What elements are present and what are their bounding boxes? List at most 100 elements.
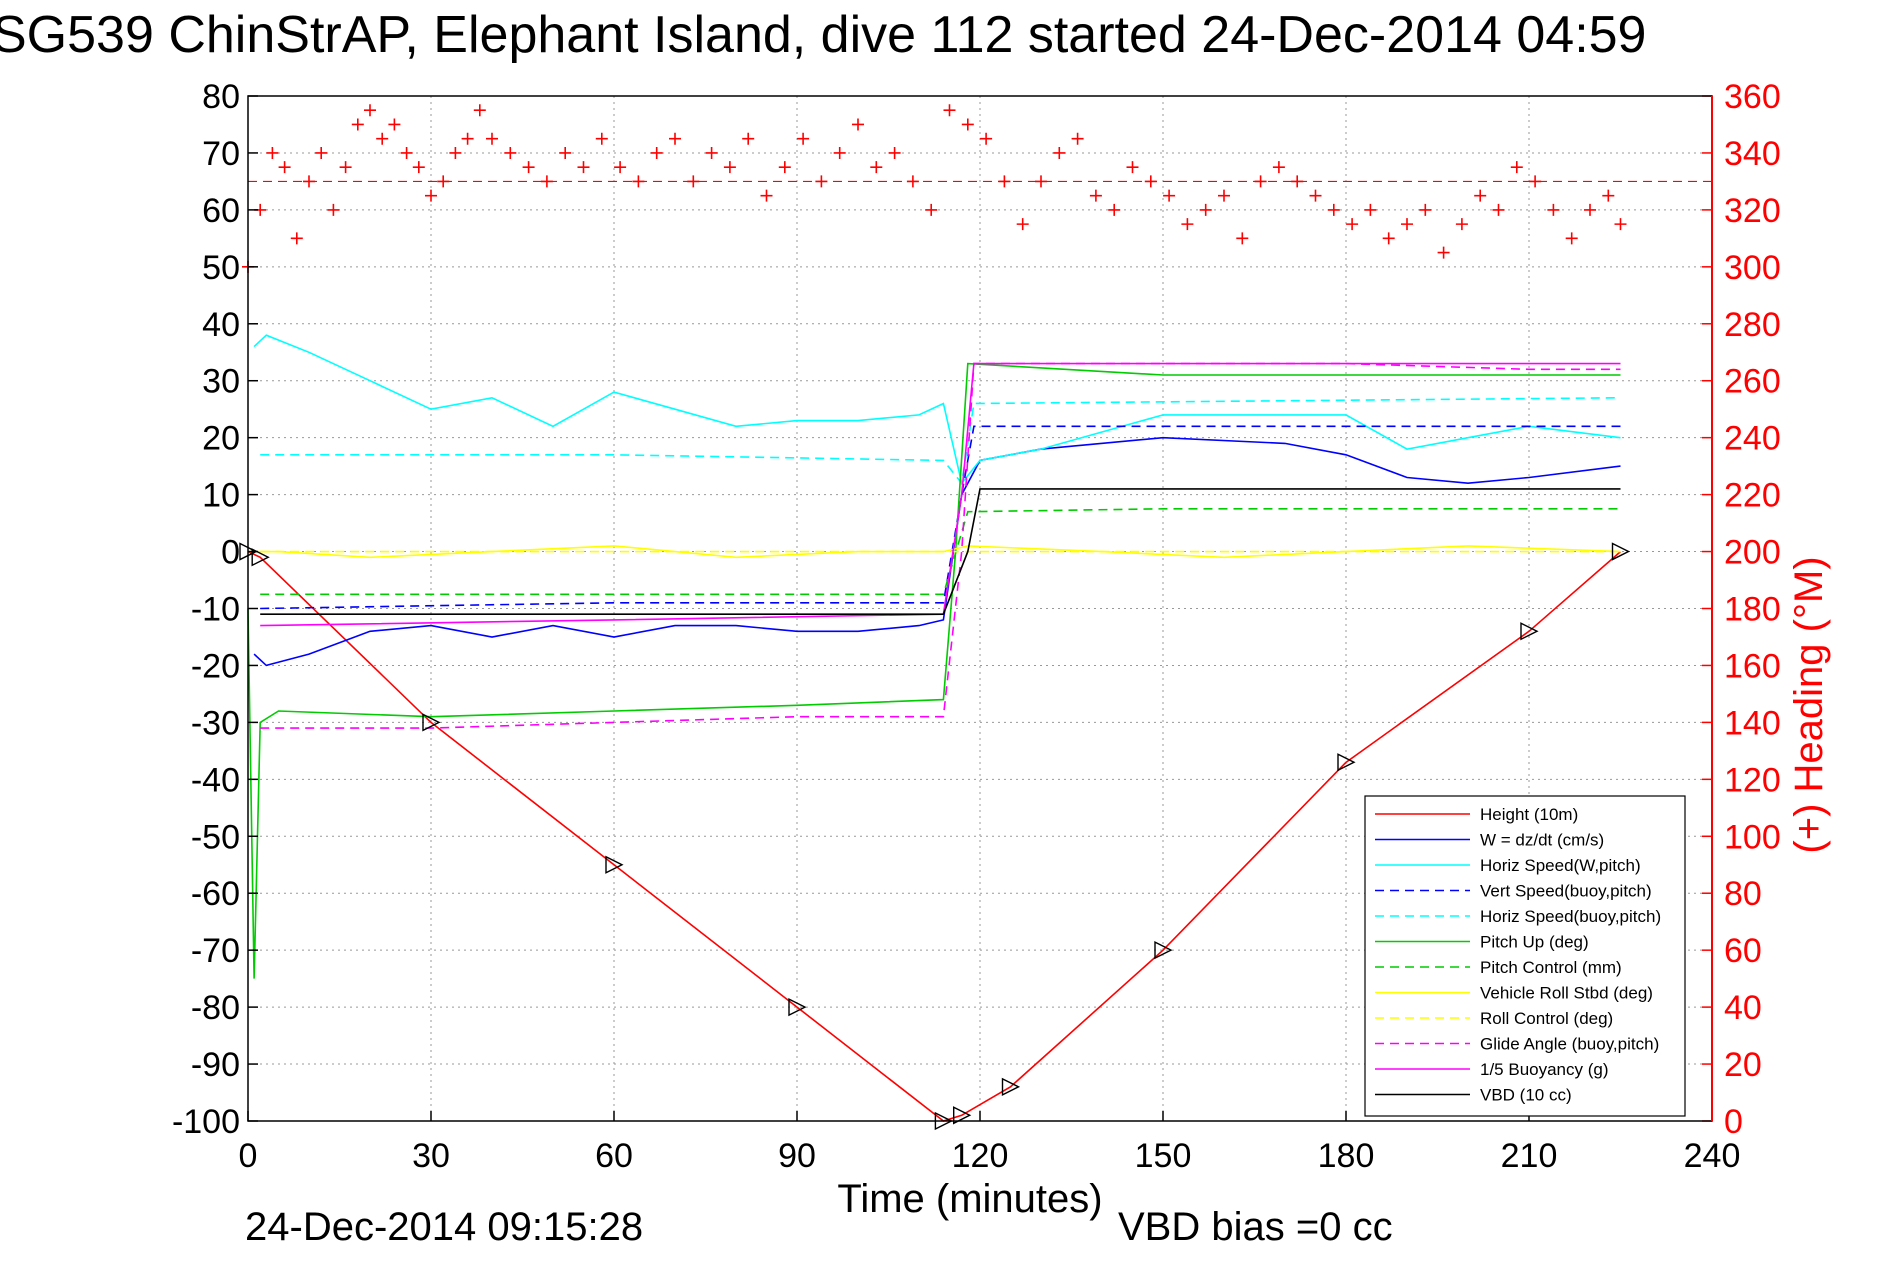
x-tick-label: 60 bbox=[595, 1137, 633, 1175]
heading-marker bbox=[1364, 203, 1377, 216]
y2-tick-label: 100 bbox=[1724, 818, 1781, 856]
heading-marker bbox=[1382, 232, 1395, 245]
x-tick-label: 120 bbox=[952, 1137, 1009, 1175]
heading-marker bbox=[1455, 218, 1468, 231]
y-tick-label: -50 bbox=[191, 818, 240, 856]
y2-tick-label: 60 bbox=[1724, 932, 1762, 970]
heading-marker bbox=[1529, 175, 1542, 188]
heading-marker bbox=[327, 203, 340, 216]
heading-marker bbox=[1565, 232, 1578, 245]
y2-tick-label: 160 bbox=[1724, 647, 1781, 685]
heading-marker bbox=[1547, 203, 1560, 216]
series-line-9 bbox=[260, 362, 1621, 729]
heading-marker bbox=[1614, 218, 1627, 231]
heading-marker bbox=[1584, 203, 1596, 216]
heading-marker bbox=[400, 146, 413, 159]
y2-tick-label: 300 bbox=[1724, 249, 1781, 287]
heading-marker bbox=[1272, 161, 1285, 174]
x-tick-label: 30 bbox=[412, 1137, 450, 1175]
heading-marker bbox=[1327, 203, 1340, 216]
legend-entry: W = dz/dt (cm/s) bbox=[1480, 831, 1604, 850]
footer-vbd-bias: VBD bias =0 cc bbox=[1118, 1205, 1393, 1249]
heading-marker bbox=[473, 104, 486, 117]
legend-entry: Horiz Speed(buoy,pitch) bbox=[1480, 907, 1661, 926]
depth-marker bbox=[1154, 941, 1173, 960]
depth-marker bbox=[422, 713, 441, 732]
y2-tick-label: 220 bbox=[1724, 477, 1781, 515]
heading-marker bbox=[364, 104, 376, 117]
y-tick-label: 40 bbox=[202, 306, 240, 344]
y-tick-label: 80 bbox=[202, 78, 240, 116]
x-tick-label: 0 bbox=[239, 1137, 258, 1175]
y-tick-label: -80 bbox=[191, 989, 240, 1027]
heading-marker bbox=[723, 161, 736, 174]
heading-marker bbox=[943, 104, 956, 117]
heading-marker bbox=[998, 175, 1011, 188]
y2-tick-label: 140 bbox=[1724, 704, 1781, 742]
y-tick-label: -40 bbox=[191, 761, 240, 799]
heading-marker bbox=[1199, 203, 1212, 216]
depth-marker bbox=[1337, 753, 1356, 772]
heading-marker bbox=[888, 146, 901, 159]
depth-marker bbox=[1611, 542, 1631, 561]
y2-tick-label: 200 bbox=[1724, 534, 1781, 572]
heading-marker bbox=[1474, 189, 1487, 202]
y-tick-label: 10 bbox=[202, 477, 240, 515]
heading-marker bbox=[1144, 175, 1157, 188]
series-line-10 bbox=[260, 362, 1621, 627]
heading-marker bbox=[1236, 232, 1249, 245]
y2-tick-label: 340 bbox=[1724, 135, 1781, 173]
heading-marker bbox=[650, 146, 663, 159]
chart-title: SG539 ChinStrAP, Elephant Island, dive 1… bbox=[0, 6, 1646, 64]
heading-marker bbox=[1163, 189, 1176, 202]
y-tick-label: -90 bbox=[191, 1046, 240, 1084]
x-tick-label: 180 bbox=[1318, 1137, 1375, 1175]
legend: Height (10m) W = dz/dt (cm/s) Horiz Speed(… bbox=[1364, 795, 1686, 1117]
y2-tick-label: 280 bbox=[1724, 306, 1781, 344]
heading-marker bbox=[1071, 132, 1084, 145]
y2-tick-label: 120 bbox=[1724, 761, 1781, 799]
axes-frame bbox=[247, 95, 1713, 1122]
heading-marker bbox=[906, 175, 919, 188]
heading-marker bbox=[1108, 203, 1121, 216]
heading-marker bbox=[1035, 175, 1047, 188]
heading-marker bbox=[351, 118, 364, 131]
heading-marker bbox=[266, 146, 279, 159]
heading-marker bbox=[1492, 203, 1505, 216]
heading-marker bbox=[852, 118, 864, 131]
heading-marker bbox=[290, 232, 303, 245]
heading-marker bbox=[559, 146, 572, 159]
x-tick-label: 210 bbox=[1501, 1137, 1558, 1175]
depth-marker bbox=[1001, 1077, 1021, 1096]
series-line-11 bbox=[260, 488, 1621, 616]
y-tick-label: 30 bbox=[202, 363, 240, 401]
heading-marker bbox=[778, 161, 791, 174]
series-line-0 bbox=[247, 550, 1622, 1122]
legend-entry: Roll Control (deg) bbox=[1480, 1009, 1613, 1028]
legend-entry: Height (10m) bbox=[1480, 805, 1578, 824]
heading-marker bbox=[760, 189, 773, 202]
y2-tick-label: 320 bbox=[1724, 192, 1781, 230]
heading-marker bbox=[1602, 189, 1615, 202]
heading-marker bbox=[595, 132, 608, 145]
heading-marker bbox=[705, 146, 718, 159]
heading-marker bbox=[577, 161, 590, 174]
heading-marker bbox=[815, 175, 828, 188]
heading-marker bbox=[1419, 203, 1432, 216]
heading-marker bbox=[669, 132, 681, 145]
heading-marker bbox=[1309, 189, 1322, 202]
y2-tick-label: 80 bbox=[1724, 875, 1762, 913]
series-line-3 bbox=[260, 425, 1621, 610]
y-tick-label: -10 bbox=[191, 591, 240, 629]
series-line-1 bbox=[253, 436, 1621, 667]
legend-entry: Horiz Speed(W,pitch) bbox=[1480, 856, 1641, 875]
heading-markers bbox=[242, 104, 1712, 273]
heading-marker bbox=[1346, 218, 1359, 231]
heading-marker bbox=[412, 161, 425, 174]
y-tick-label: 0 bbox=[221, 534, 240, 572]
heading-marker bbox=[1291, 175, 1304, 188]
y2-tick-label: 20 bbox=[1724, 1046, 1762, 1084]
heading-marker bbox=[797, 132, 810, 145]
depth-marker bbox=[605, 855, 624, 874]
